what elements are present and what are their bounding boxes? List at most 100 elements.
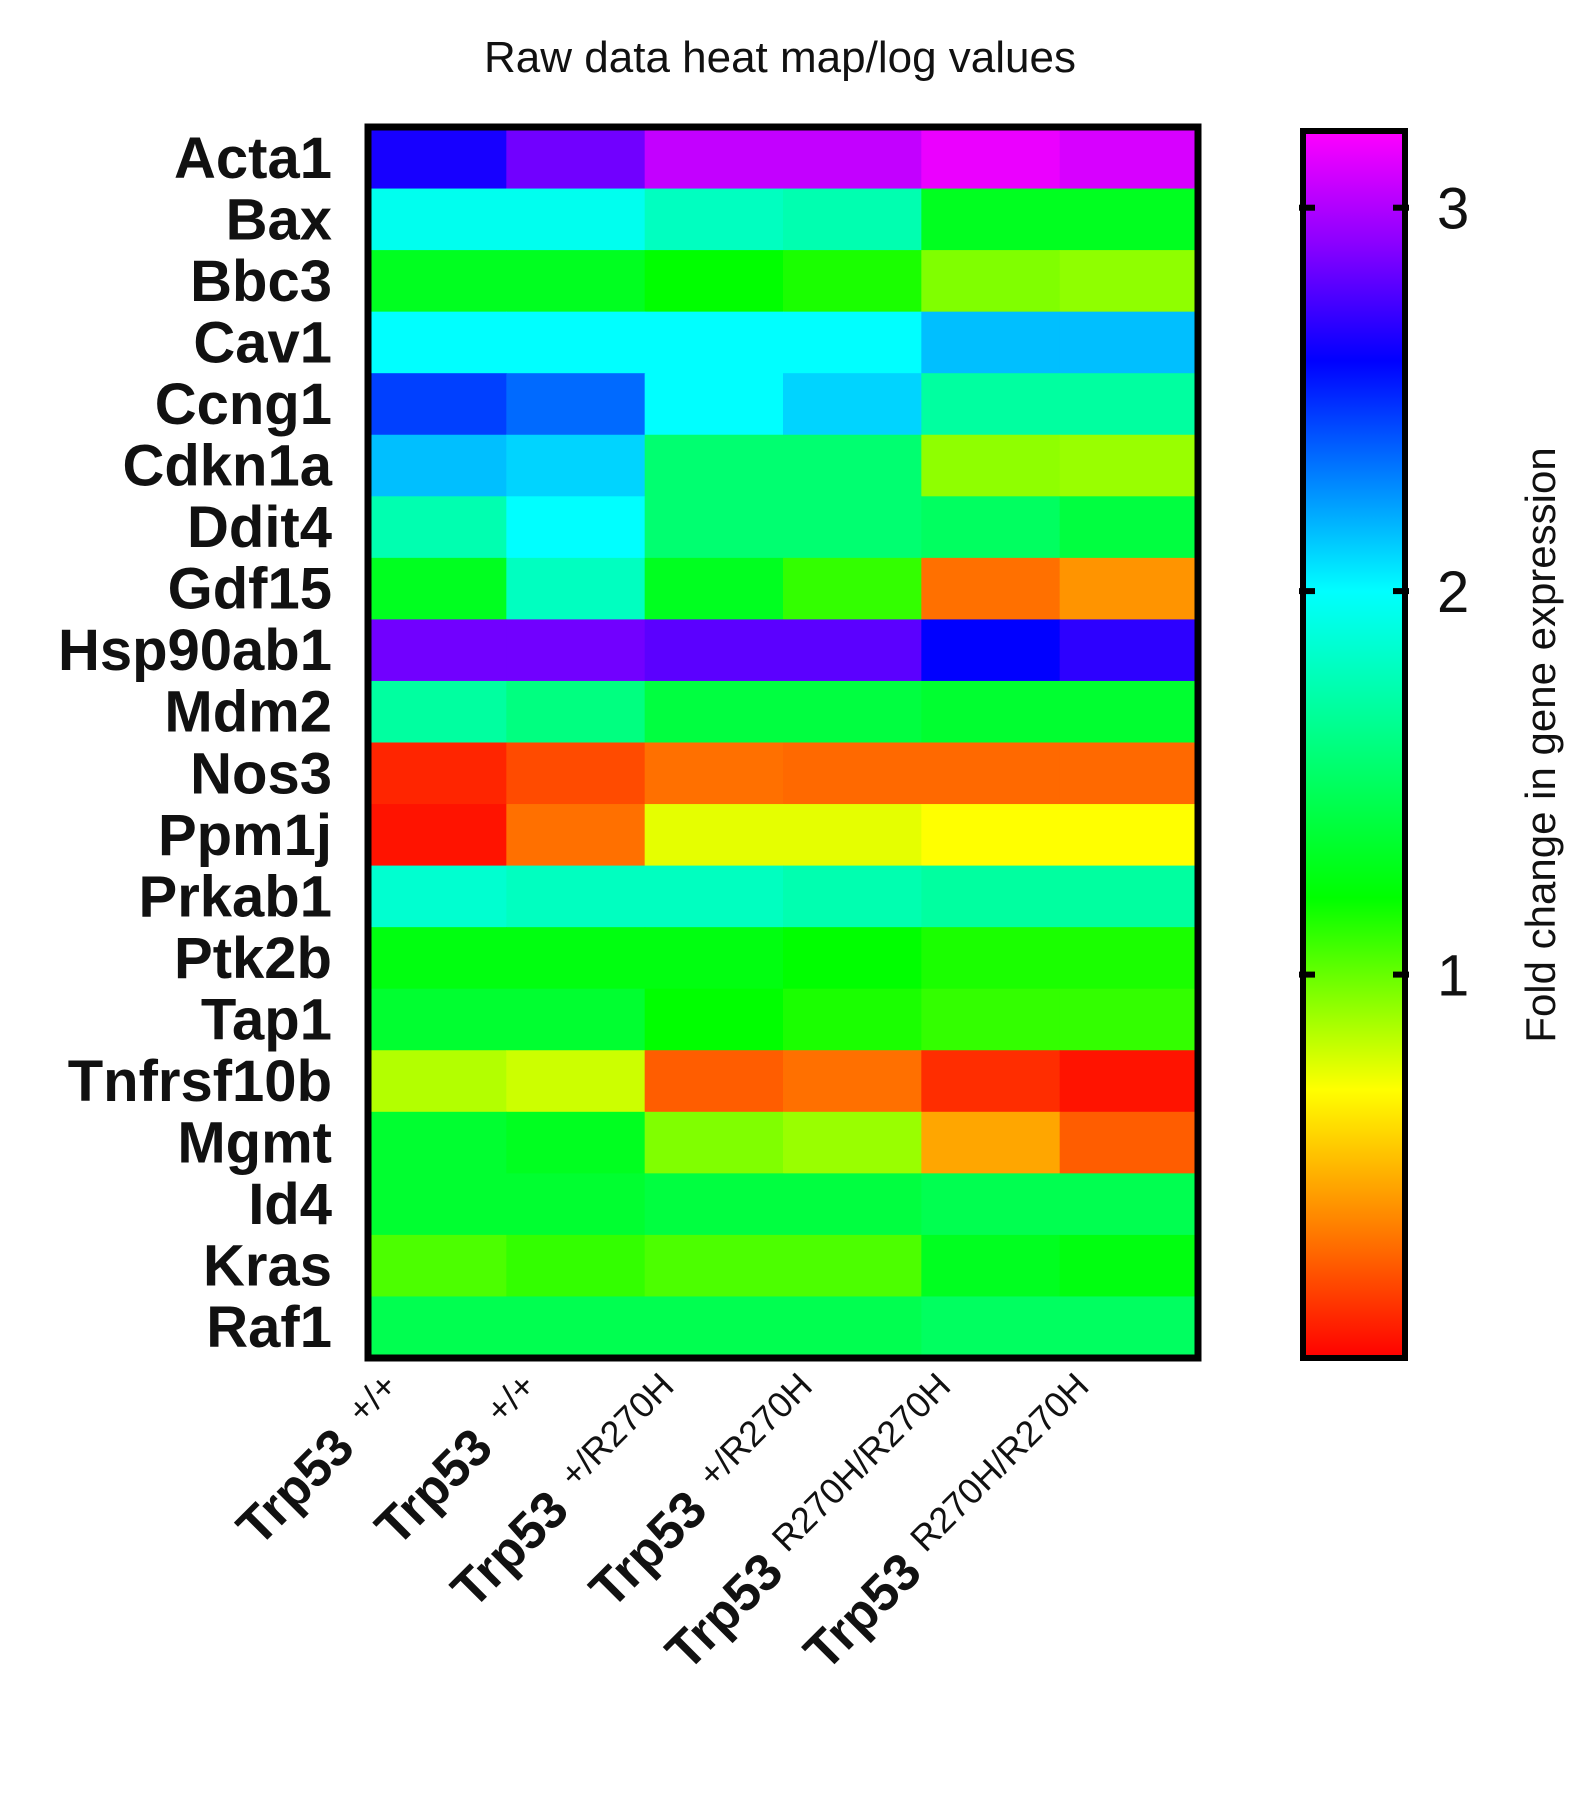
row-labels: Acta1BaxBbc3Cav1Ccng1Cdkn1aDdit4Gdf15Hsp…	[58, 126, 333, 1360]
cell-raf1-col1	[368, 1296, 507, 1359]
cell-acta1-col4	[783, 127, 922, 190]
cell-gdf15-col6	[1059, 557, 1199, 620]
row-label-bax: Bax	[226, 187, 332, 252]
cell-id4-col2	[506, 1173, 646, 1236]
cell-hsp90ab1-col2	[506, 619, 646, 682]
cell-hsp90ab1-col3	[644, 619, 784, 682]
row-label-gdf15: Gdf15	[168, 557, 332, 622]
cell-tap1-col4	[783, 988, 922, 1051]
cell-kras-col5	[921, 1234, 1061, 1298]
cell-bax-col5	[921, 188, 1061, 251]
cell-mdm2-col1	[368, 680, 507, 744]
cell-acta1-col1	[368, 127, 507, 190]
cell-prkab1-col4	[783, 865, 922, 928]
cell-bax-col4	[783, 188, 922, 251]
cell-tnfrsf10b-col5	[921, 1050, 1061, 1113]
cell-ppm1j-col2	[506, 804, 646, 867]
cell-prkab1-col5	[921, 865, 1061, 928]
cell-nos3-col5	[921, 742, 1061, 805]
cell-id4-col6	[1059, 1173, 1199, 1236]
cell-gdf15-col5	[921, 557, 1061, 620]
row-label-kras: Kras	[203, 1234, 332, 1299]
cell-mdm2-col6	[1059, 680, 1199, 744]
colorbar-tick-label-3: 3	[1437, 177, 1469, 242]
colorbar	[1303, 131, 1405, 1358]
cell-raf1-col2	[506, 1296, 646, 1359]
cell-hsp90ab1-col4	[783, 619, 922, 682]
colorbar-tick-label-1: 1	[1437, 944, 1469, 1009]
cell-raf1-col5	[921, 1296, 1061, 1359]
row-label-ddit4: Ddit4	[187, 495, 332, 560]
cell-ptk2b-col5	[921, 927, 1061, 990]
cell-mdm2-col3	[644, 680, 784, 744]
cell-id4-col3	[644, 1173, 784, 1236]
row-label-cdkn1a: Cdkn1a	[122, 434, 332, 499]
cell-bbc3-col4	[783, 250, 922, 313]
colorbar-label: Fold change in gene expression	[1517, 447, 1564, 1042]
cell-bbc3-col5	[921, 250, 1061, 313]
column-label-main: Trp53	[226, 1418, 365, 1557]
column-labels: Trp53+/+Trp53+/+Trp53+/R270HTrp53+/R270H…	[226, 1365, 1096, 1682]
cell-bbc3-col6	[1059, 250, 1199, 313]
cell-kras-col3	[644, 1234, 784, 1298]
cell-mgmt-col4	[783, 1111, 922, 1174]
row-label-hsp90ab1: Hsp90ab1	[58, 618, 332, 683]
cell-gdf15-col1	[368, 557, 507, 620]
cell-tap1-col3	[644, 988, 784, 1051]
cell-ppm1j-col5	[921, 804, 1061, 867]
row-label-mgmt: Mgmt	[177, 1111, 332, 1176]
cell-mgmt-col3	[644, 1111, 784, 1174]
column-label-sup: +/R270H	[551, 1365, 681, 1495]
cell-bbc3-col2	[506, 250, 646, 313]
cell-ccng1-col1	[368, 373, 507, 436]
row-label-id4: Id4	[248, 1172, 332, 1237]
row-label-nos3: Nos3	[190, 741, 332, 806]
cell-ddit4-col3	[644, 496, 784, 559]
cell-cdkn1a-col5	[921, 434, 1061, 497]
cell-nos3-col2	[506, 742, 646, 805]
cell-ccng1-col3	[644, 373, 784, 436]
cell-hsp90ab1-col1	[368, 619, 507, 682]
cell-mgmt-col1	[368, 1111, 507, 1174]
cell-prkab1-col2	[506, 865, 646, 928]
column-label-sup: +/+	[339, 1365, 405, 1431]
cell-bax-col2	[506, 188, 646, 251]
cell-ppm1j-col1	[368, 804, 507, 867]
cell-bax-col1	[368, 188, 507, 251]
cell-bbc3-col1	[368, 250, 507, 313]
cell-gdf15-col3	[644, 557, 784, 620]
cell-id4-col4	[783, 1173, 922, 1236]
cell-cav1-col1	[368, 311, 507, 374]
colorbar-frame	[1300, 128, 1408, 1361]
row-label-tap1: Tap1	[201, 988, 332, 1053]
cell-tnfrsf10b-col6	[1059, 1050, 1199, 1113]
row-label-tnfrsf10b: Tnfrsf10b	[68, 1049, 332, 1114]
cell-tap1-col2	[506, 988, 646, 1051]
cell-tap1-col1	[368, 988, 507, 1051]
cell-kras-col1	[368, 1234, 507, 1298]
cell-gdf15-col4	[783, 557, 922, 620]
cell-ccng1-col2	[506, 373, 646, 436]
column-label-sup: +/R270H	[690, 1365, 820, 1495]
cell-raf1-col4	[783, 1296, 922, 1359]
row-label-ppm1j: Ppm1j	[158, 803, 332, 868]
cell-cdkn1a-col4	[783, 434, 922, 497]
cell-ppm1j-col6	[1059, 804, 1199, 867]
cell-ddit4-col4	[783, 496, 922, 559]
cell-bax-col6	[1059, 188, 1199, 251]
row-label-acta1: Acta1	[174, 126, 332, 191]
cell-cav1-col6	[1059, 311, 1199, 374]
cell-ppm1j-col3	[644, 804, 784, 867]
cell-mgmt-col5	[921, 1111, 1061, 1174]
cell-mgmt-col6	[1059, 1111, 1199, 1174]
cell-nos3-col6	[1059, 742, 1199, 805]
cell-mgmt-col2	[506, 1111, 646, 1174]
cell-nos3-col4	[783, 742, 922, 805]
cell-cdkn1a-col3	[644, 434, 784, 497]
row-label-raf1: Raf1	[206, 1295, 332, 1360]
cell-ptk2b-col1	[368, 927, 507, 990]
cell-raf1-col6	[1059, 1296, 1199, 1359]
cell-gdf15-col2	[506, 557, 646, 620]
cell-cav1-col3	[644, 311, 784, 374]
